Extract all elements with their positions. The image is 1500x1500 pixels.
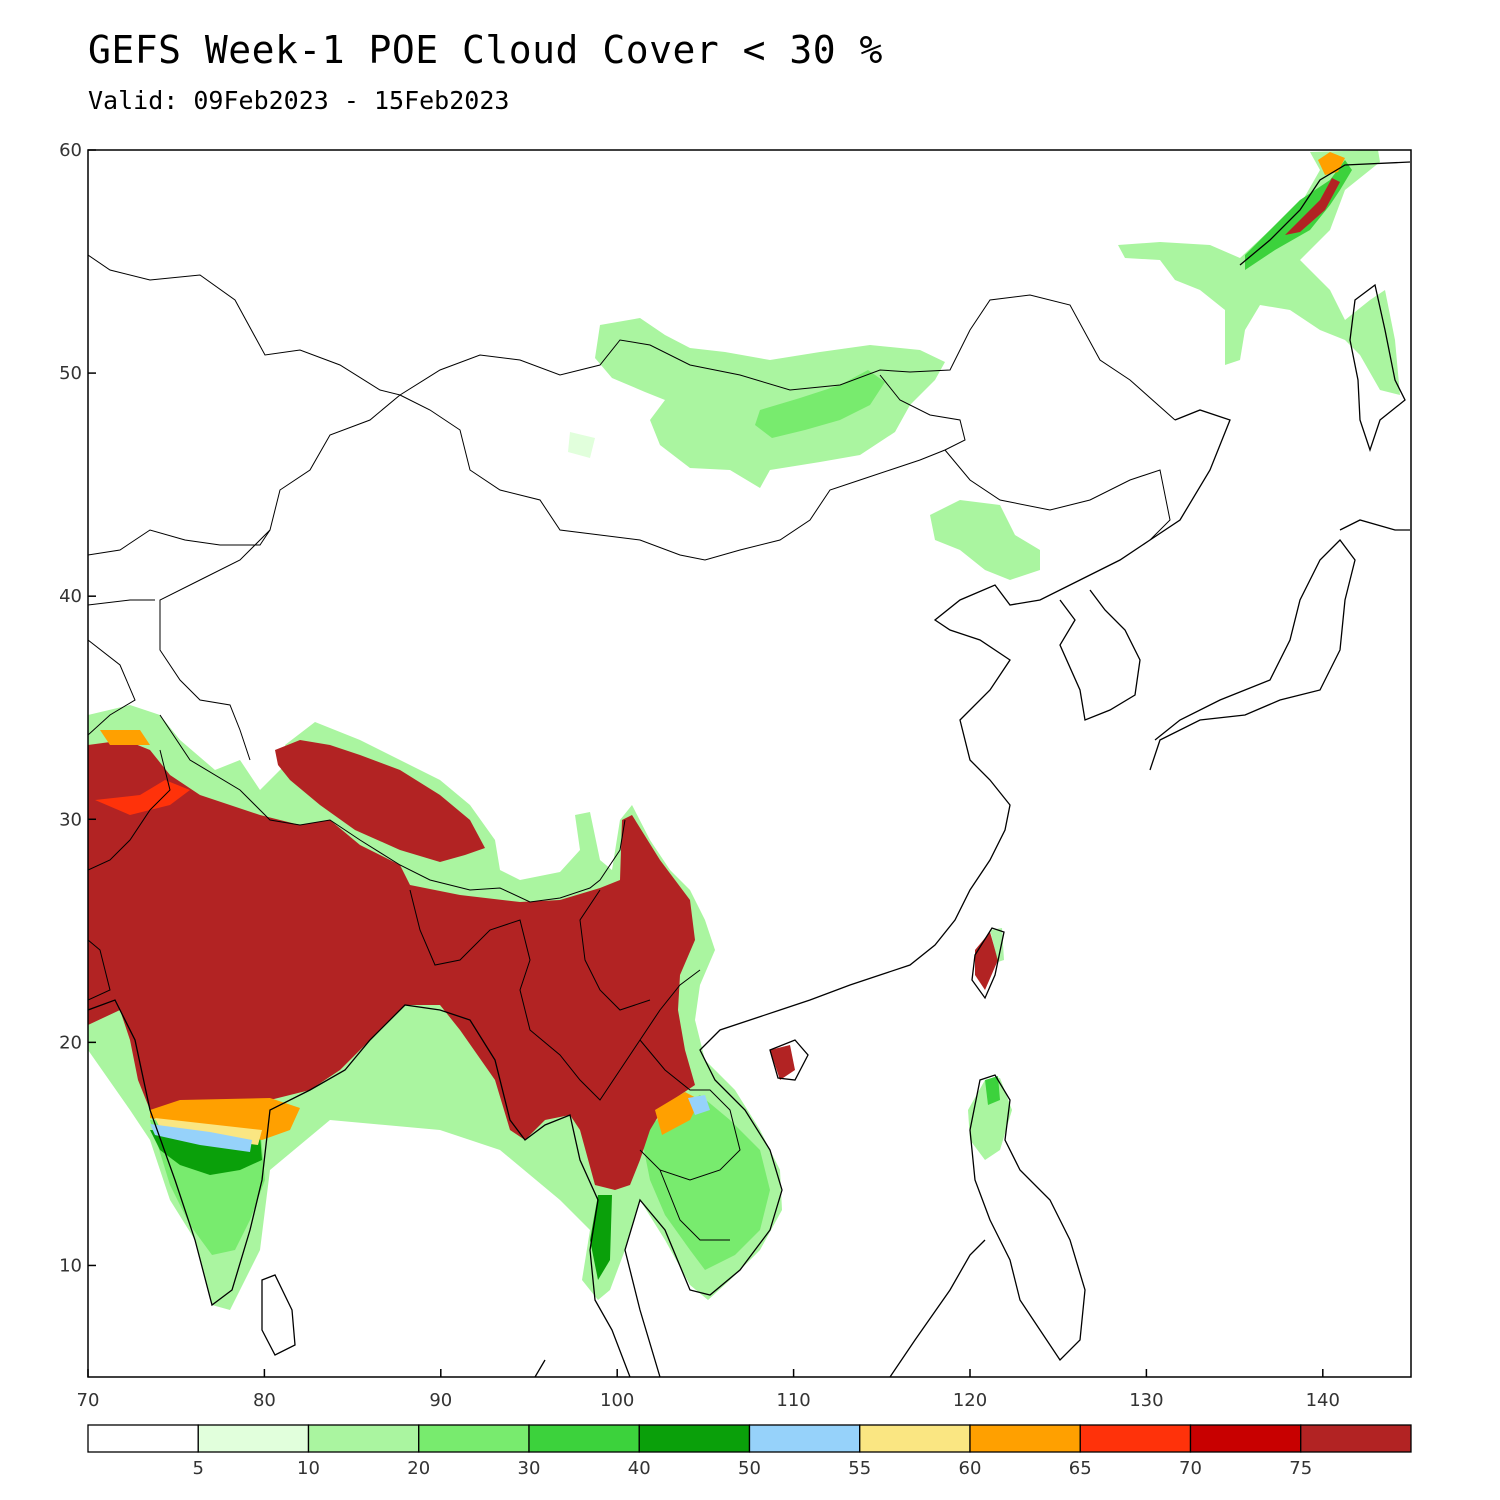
coastline-sakhalin bbox=[1349, 283, 1406, 453]
border-mongolia-china bbox=[399, 374, 966, 561]
coastline-indochina bbox=[624, 409, 1231, 1377]
field-patch-laos-orange bbox=[655, 1092, 700, 1135]
lon-tick-label: 110 bbox=[776, 1390, 810, 1411]
field-patch-philippines bbox=[968, 1078, 1012, 1160]
lon-tick-label: 130 bbox=[1129, 1390, 1163, 1411]
colorbar-label: 40 bbox=[628, 1458, 651, 1479]
coastline-sri-lanka bbox=[261, 1274, 296, 1356]
lon-tick-label: 120 bbox=[953, 1390, 987, 1411]
colorbar-swatch bbox=[1079, 1424, 1192, 1453]
colorbar-label: 10 bbox=[297, 1458, 320, 1479]
lon-tick-label: 140 bbox=[1306, 1390, 1340, 1411]
field-patch-pakistan-red bbox=[95, 780, 190, 815]
colorbar-swatch bbox=[87, 1424, 199, 1453]
lon-tick-label: 70 bbox=[77, 1390, 100, 1411]
colorbar-label: 65 bbox=[1069, 1458, 1092, 1479]
lon-axis: 70 80 90 100 110 120 130 140 bbox=[77, 1369, 1340, 1411]
coastlines bbox=[88, 161, 1411, 1377]
border-russia-kazakhstan bbox=[88, 254, 1176, 421]
field-patch-mongolia-west bbox=[568, 432, 595, 458]
border-india-pakistan bbox=[88, 749, 171, 1001]
colorbar-label: 70 bbox=[1179, 1458, 1202, 1479]
colorbar-label: 60 bbox=[959, 1458, 982, 1479]
lat-tick-label: 10 bbox=[59, 1255, 82, 1276]
colorbar-swatch bbox=[748, 1424, 861, 1453]
lat-tick-label: 20 bbox=[59, 1032, 82, 1053]
colorbar-label: 30 bbox=[518, 1458, 541, 1479]
field-region-south-asia-high bbox=[88, 740, 695, 1190]
field-patch-north-china bbox=[930, 500, 1040, 580]
colorbar-swatch bbox=[1189, 1424, 1302, 1453]
coastline-asia bbox=[88, 999, 631, 1377]
border-china-west bbox=[159, 394, 401, 761]
map-frame bbox=[87, 149, 1412, 1378]
colorbar-swatch bbox=[969, 1424, 1081, 1453]
field-patch-hainan bbox=[770, 1045, 795, 1080]
lon-tick-label: 100 bbox=[600, 1390, 634, 1411]
field-patch-taiwan-halo bbox=[990, 928, 1004, 962]
lat-tick-label: 60 bbox=[59, 140, 82, 161]
field-patch-mongolia bbox=[595, 318, 945, 488]
field-patch-mongolia-core bbox=[755, 370, 885, 438]
coastline-hokkaido bbox=[1339, 519, 1410, 531]
colorbar-swatch bbox=[638, 1424, 751, 1453]
field-patch-philippines-core bbox=[985, 1076, 1000, 1105]
coastline-hainan bbox=[769, 1039, 809, 1081]
colorbar-swatch bbox=[1300, 1424, 1412, 1453]
chart-subtitle: Valid: 09Feb2023 - 15Feb2023 bbox=[88, 86, 510, 115]
border-central-asia bbox=[88, 529, 271, 736]
lat-tick-label: 50 bbox=[59, 363, 82, 384]
border-himalaya bbox=[159, 714, 626, 903]
colorbar-label: 50 bbox=[738, 1458, 761, 1479]
coastline-japan bbox=[1149, 539, 1356, 771]
lat-tick-label: 30 bbox=[59, 809, 82, 830]
coastline-taiwan bbox=[971, 927, 1005, 1000]
colorbar-swatch bbox=[418, 1424, 530, 1453]
field-band-blue bbox=[150, 1124, 252, 1152]
coastline-sumatra bbox=[534, 1359, 546, 1377]
coastline-borneo bbox=[889, 1239, 986, 1377]
field-patch-far-east bbox=[1118, 150, 1400, 395]
coastline-korea bbox=[1059, 589, 1141, 721]
coastline-okhotsk bbox=[1239, 161, 1411, 266]
colorbar-label: 5 bbox=[193, 1458, 204, 1479]
field-patch-laos-blue bbox=[688, 1095, 710, 1115]
country-borders bbox=[88, 254, 1176, 1241]
colorbar-label: 75 bbox=[1289, 1458, 1312, 1479]
colorbar: 5 10 20 30 40 50 55 60 65 70 75 bbox=[87, 1424, 1412, 1479]
colorbar-swatch bbox=[859, 1424, 971, 1453]
colorbar-swatch bbox=[528, 1424, 640, 1453]
field-region-tibet-high bbox=[275, 740, 485, 862]
lat-tick-label: 40 bbox=[59, 586, 82, 607]
probability-field bbox=[88, 150, 1400, 1310]
field-patch-okhotsk-high bbox=[1285, 178, 1340, 235]
lon-tick-label: 90 bbox=[429, 1390, 452, 1411]
lon-tick-label: 80 bbox=[253, 1390, 276, 1411]
field-patch-pakistan-orange bbox=[100, 730, 150, 745]
colorbar-label: 55 bbox=[848, 1458, 871, 1479]
lat-axis: 10 20 30 40 50 60 bbox=[59, 140, 96, 1276]
field-patch-far-east-core bbox=[1245, 160, 1352, 270]
colorbar-swatch bbox=[197, 1424, 310, 1453]
border-indochina-interior bbox=[409, 889, 741, 1241]
field-band-orange bbox=[150, 1098, 300, 1140]
chart-title: GEFS Week-1 POE Cloud Cover < 30 % bbox=[88, 28, 883, 72]
border-china-east bbox=[944, 449, 1171, 541]
colorbar-label: 20 bbox=[407, 1458, 430, 1479]
coastline-luzon bbox=[969, 1074, 1086, 1362]
colorbar-swatch bbox=[307, 1424, 420, 1453]
